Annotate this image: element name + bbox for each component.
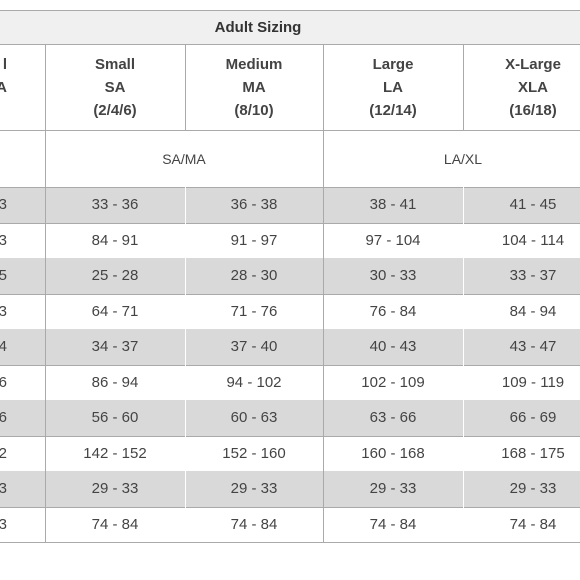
- table-cell: 3: [0, 515, 7, 533]
- col-line: [463, 45, 464, 130]
- row-shade: [0, 258, 580, 294]
- table-cell: 33 - 36: [91, 196, 139, 214]
- table-cell: 74 - 84: [230, 515, 278, 533]
- col-line: [45, 45, 46, 542]
- header-text: XLA: [518, 79, 548, 96]
- col-line: [185, 187, 186, 542]
- table-cell: 41 - 45: [509, 196, 557, 214]
- table-cell: 4: [0, 338, 7, 356]
- row-line: [0, 435, 580, 437]
- header-text: Medium: [225, 56, 283, 73]
- row-line: [0, 293, 580, 295]
- header-text: (2/4/6): [93, 102, 137, 119]
- table-cell: 168 - 175: [501, 444, 565, 462]
- table-cell: 74 - 84: [369, 515, 417, 533]
- table-cell: 76 - 84: [369, 302, 417, 320]
- table-cell: 25 - 28: [91, 267, 139, 285]
- header-text: Large: [372, 56, 414, 73]
- table-cell: 66 - 69: [509, 409, 557, 427]
- table-cell: 84 - 94: [509, 302, 557, 320]
- table-cell: 97 - 104: [365, 231, 421, 249]
- table-cell: 29 - 33: [91, 480, 139, 498]
- table-cell: 3: [0, 231, 7, 249]
- header-text: Small: [94, 56, 136, 73]
- table-cell: 152 - 160: [222, 444, 286, 462]
- table-cell: 63 - 66: [369, 409, 417, 427]
- group-label: LA/XL: [443, 150, 483, 167]
- table-cell: 6: [0, 373, 7, 391]
- table-cell: 160 - 168: [361, 444, 425, 462]
- table-cell: 29 - 33: [509, 480, 557, 498]
- header-text: l: [2, 56, 7, 73]
- table-cell: 142 - 152: [83, 444, 147, 462]
- row-shade: [0, 329, 580, 365]
- header-text: X-Large: [505, 56, 561, 73]
- table-cell: 38 - 41: [369, 196, 417, 214]
- row-line: [0, 542, 580, 543]
- row-line: [0, 222, 580, 224]
- table-cell: 94 - 102: [226, 373, 282, 391]
- table-cell: 3: [0, 480, 7, 498]
- table-cell: 37 - 40: [230, 338, 278, 356]
- header-text: LA: [383, 79, 403, 96]
- table-cell: 56 - 60: [91, 409, 139, 427]
- row-line: [0, 506, 580, 508]
- table-cell: 34 - 37: [91, 338, 139, 356]
- table-cell: 84 - 91: [91, 231, 139, 249]
- table-cell: 3: [0, 196, 7, 214]
- table-cell: 29 - 33: [369, 480, 417, 498]
- table-cell: 64 - 71: [91, 302, 139, 320]
- row-line: [0, 130, 580, 131]
- row-line: [0, 364, 580, 366]
- table-cell: 104 - 114: [501, 231, 565, 249]
- table-cell: 91 - 97: [230, 231, 278, 249]
- table-cell: 102 - 109: [361, 373, 425, 391]
- table-cell: 3: [0, 302, 7, 320]
- table-cell: 6: [0, 409, 7, 427]
- header-text: (8/10): [234, 102, 274, 119]
- table-cell: 30 - 33: [369, 267, 417, 285]
- header-text: A: [0, 79, 7, 96]
- col-line: [323, 45, 324, 542]
- table-cell: 74 - 84: [91, 515, 139, 533]
- row-shade: [0, 400, 580, 436]
- table-cell: 28 - 30: [230, 267, 278, 285]
- table-cell: 109 - 119: [501, 373, 565, 391]
- table-cell: 60 - 63: [230, 409, 278, 427]
- table-cell: 40 - 43: [369, 338, 417, 356]
- table-cell: 5: [0, 267, 7, 285]
- table-cell: 29 - 33: [230, 480, 278, 498]
- col-line: [463, 187, 464, 542]
- table-cell: 36 - 38: [230, 196, 278, 214]
- row-shade: [0, 187, 580, 223]
- row-line: [0, 187, 580, 188]
- header-text: (12/14): [369, 102, 417, 119]
- header-text: MA: [242, 79, 266, 96]
- row-shade: [0, 471, 580, 507]
- header-text: (16/18): [509, 102, 557, 119]
- group-label: SA/MA: [162, 150, 206, 167]
- table-title: Adult Sizing: [0, 10, 580, 45]
- table-cell: 33 - 37: [509, 267, 557, 285]
- table-cell: 43 - 47: [509, 338, 557, 356]
- header-text: SA: [104, 79, 126, 96]
- table-cell: 22: [0, 444, 7, 462]
- col-line: [185, 45, 186, 130]
- table-cell: 71 - 76: [230, 302, 278, 320]
- table-cell: 74 - 84: [509, 515, 557, 533]
- table-cell: 86 - 94: [91, 373, 139, 391]
